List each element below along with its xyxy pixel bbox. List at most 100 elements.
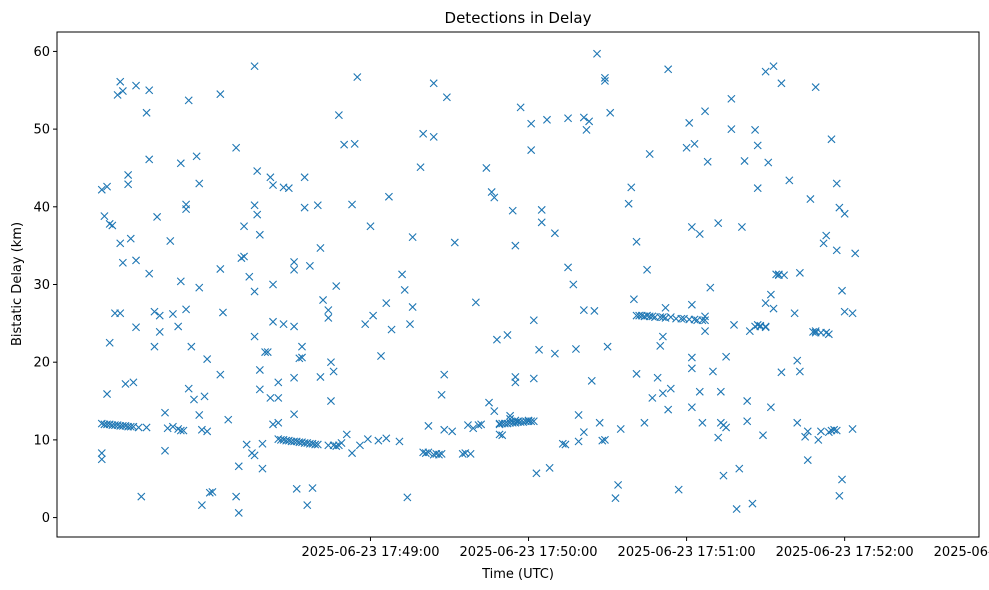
data-point [603, 342, 612, 351]
data-point [600, 73, 609, 82]
data-point [795, 367, 804, 376]
data-point [487, 188, 496, 197]
data-point [687, 364, 696, 373]
data-point [324, 313, 333, 322]
data-point [105, 338, 114, 347]
data-point [363, 435, 372, 444]
data-point [661, 303, 670, 312]
data-point [698, 316, 707, 325]
data-point [176, 426, 185, 435]
data-point [150, 342, 159, 351]
data-point [250, 332, 259, 341]
data-point [298, 353, 306, 362]
data-point [811, 327, 820, 336]
data-point [284, 184, 293, 193]
data-point [334, 111, 343, 120]
data-point [437, 449, 446, 458]
data-point [290, 410, 299, 419]
data-point [542, 115, 551, 124]
data-point [366, 222, 375, 231]
data-point [187, 342, 196, 351]
data-point [142, 108, 151, 117]
data-point [753, 184, 762, 193]
data-point [848, 309, 857, 318]
data-point [126, 234, 135, 243]
data-point [766, 403, 775, 412]
y-tick-label: 30 [33, 278, 50, 293]
data-point [234, 462, 243, 471]
data-point [350, 139, 359, 148]
data-point [716, 387, 725, 396]
data-point [643, 265, 652, 274]
data-point [535, 345, 544, 354]
data-point [195, 411, 204, 420]
data-point [611, 494, 620, 503]
data-point [685, 118, 694, 127]
data-point [450, 238, 459, 247]
data-point [216, 90, 225, 99]
data-point [290, 322, 299, 331]
data-point [748, 499, 757, 508]
data-point [564, 263, 573, 272]
data-point [727, 94, 736, 103]
x-axis: 2025-06-23 17:49:00 2025-06-23 17:50:00 20… [301, 537, 989, 560]
data-point [374, 436, 383, 445]
data-point [298, 342, 306, 351]
data-point [701, 316, 710, 325]
data-point [801, 432, 810, 441]
data-point [529, 374, 538, 383]
data-point [424, 421, 433, 430]
data-point [529, 417, 538, 426]
data-point [195, 283, 204, 292]
data-point [458, 449, 467, 458]
data-point [606, 108, 615, 117]
data-point [814, 435, 823, 444]
data-point [290, 257, 299, 266]
data-point [816, 427, 825, 436]
data-point [132, 81, 141, 90]
data-point [527, 119, 536, 128]
data-point [319, 296, 328, 305]
data-point [168, 422, 177, 431]
data-point [116, 77, 125, 86]
data-point [516, 103, 525, 112]
data-point [469, 424, 478, 433]
data-point [761, 322, 770, 331]
data-point [848, 425, 857, 433]
data-point [624, 199, 633, 208]
data-point [250, 287, 259, 296]
data-point [838, 475, 847, 484]
data-point [743, 397, 752, 406]
data-point [224, 415, 233, 424]
data-point [511, 241, 520, 250]
data-point [687, 300, 696, 309]
data-point [832, 426, 841, 435]
data-point [677, 314, 686, 323]
data-point [753, 141, 762, 150]
data-point [674, 485, 683, 494]
data-point [687, 403, 696, 412]
data-point [440, 370, 449, 379]
y-tick-label: 0 [42, 511, 50, 526]
data-point [803, 427, 812, 436]
data-point [400, 285, 409, 294]
data-point [645, 149, 654, 158]
data-point [197, 425, 206, 434]
data-point [326, 358, 335, 367]
data-point [498, 431, 507, 440]
data-point [740, 156, 749, 165]
data-point [313, 201, 322, 210]
data-point [334, 441, 343, 450]
data-point [261, 348, 270, 357]
data-point [527, 146, 536, 155]
data-point [232, 143, 241, 152]
data-point [424, 448, 433, 457]
data-point [316, 243, 325, 252]
data-point [490, 407, 499, 416]
data-point [124, 180, 133, 189]
data-point [308, 484, 317, 493]
data-point [587, 376, 596, 385]
data-point [97, 455, 106, 464]
chart-title: Detections in Delay [445, 9, 592, 27]
data-point [492, 335, 501, 344]
